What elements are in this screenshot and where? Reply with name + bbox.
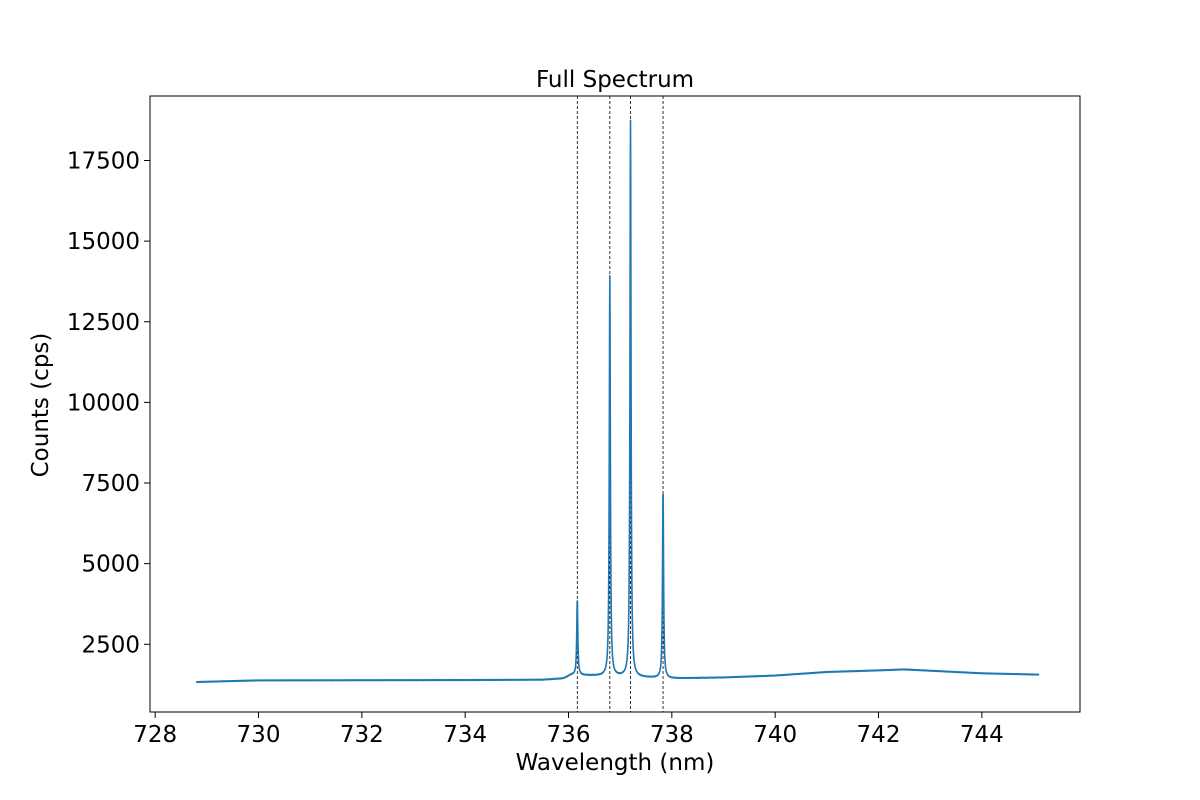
x-tick-label: 740 xyxy=(753,722,797,748)
x-axis-ticks: 728 730 732 734 736 738 740 742 744 xyxy=(133,712,1004,748)
y-tick-label: 7500 xyxy=(81,471,140,497)
y-axis-label: Counts (cps) xyxy=(28,333,54,478)
plot-frame xyxy=(149,95,1081,713)
x-tick-label: 736 xyxy=(547,722,591,748)
x-tick-label: 738 xyxy=(650,722,694,748)
x-axis-label: Wavelength (nm) xyxy=(516,750,715,776)
y-tick-label: 17500 xyxy=(67,149,140,175)
chart-title: Full Spectrum xyxy=(536,67,694,93)
x-tick-label: 734 xyxy=(443,722,487,748)
x-tick-label: 728 xyxy=(133,722,177,748)
y-tick-label: 5000 xyxy=(81,552,140,578)
y-tick-label: 15000 xyxy=(67,229,140,255)
series-group xyxy=(195,119,1040,684)
y-tick-label: 2500 xyxy=(81,632,140,658)
y-axis-ticks: 2500 5000 7500 10000 12500 15000 17500 xyxy=(67,149,150,658)
x-tick-label: 742 xyxy=(857,722,901,748)
x-tick-label: 730 xyxy=(237,722,281,748)
reference-lines xyxy=(576,96,664,712)
spectrum-line xyxy=(195,119,1040,684)
y-tick-label: 10000 xyxy=(67,390,140,416)
x-tick-label: 744 xyxy=(960,722,1004,748)
x-tick-label: 732 xyxy=(340,722,384,748)
y-tick-label: 12500 xyxy=(67,310,140,336)
